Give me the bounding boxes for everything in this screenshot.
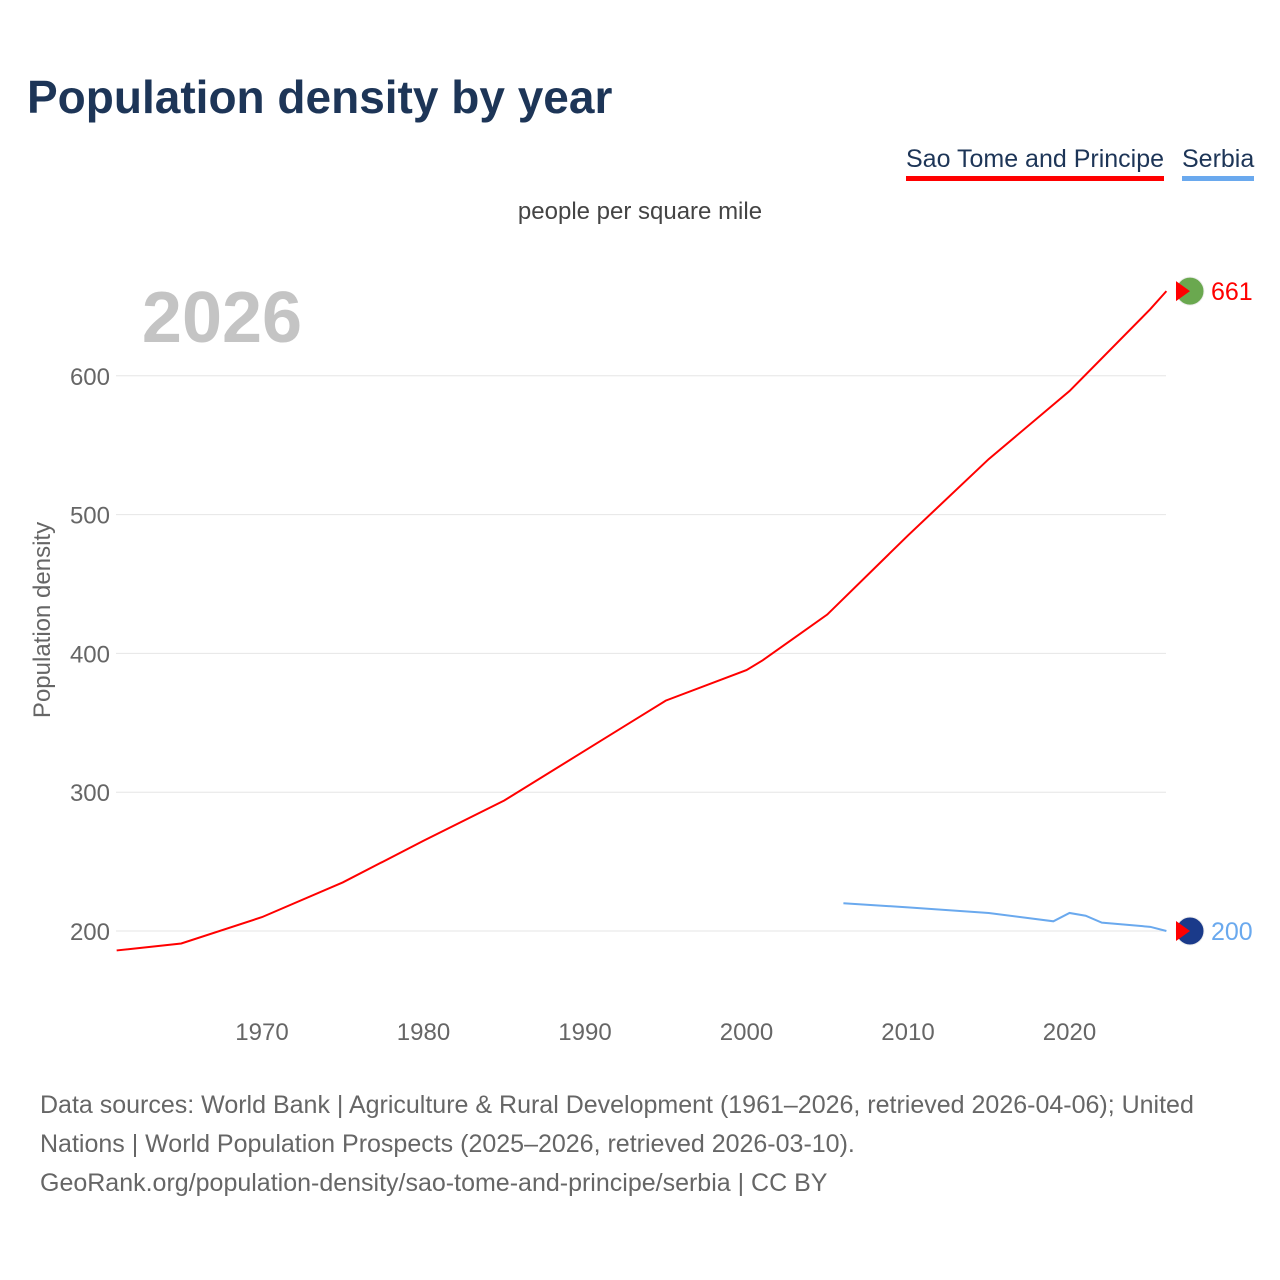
x-tick-label: 2000	[720, 1019, 773, 1046]
source-link[interactable]: GeoRank.org/population-density/sao-tome-…	[40, 1169, 828, 1197]
x-tick-label: 1980	[397, 1019, 450, 1046]
chart-title: Population density by year	[27, 71, 613, 123]
line-chart: 2026 Population density 200 300 400 500 600 1…	[29, 276, 1253, 1046]
y-tick-label: 500	[70, 503, 110, 530]
series-line-sao-tome	[116, 290, 1168, 952]
end-value-label: 661	[1211, 278, 1253, 306]
flag-detail-icon	[1176, 281, 1190, 302]
x-tick-label: 2020	[1043, 1019, 1096, 1046]
flag-detail-icon	[1176, 921, 1190, 941]
y-tick-label: 400	[70, 641, 110, 668]
y-axis-label: Population density	[29, 522, 56, 718]
sources-text: Data sources: World Bank | Agriculture &…	[40, 1091, 1194, 1158]
legend-item-serbia[interactable]: Serbia	[1182, 145, 1255, 181]
y-tick-label: 200	[70, 919, 110, 946]
sources-note: Data sources: World Bank | Agriculture &…	[40, 1086, 1260, 1203]
y-tick-label: 300	[70, 780, 110, 807]
series-line-serbia	[843, 902, 1167, 932]
end-value-label: 200	[1211, 918, 1253, 946]
x-tick-label: 2010	[881, 1019, 934, 1046]
y-tick-label: 600	[70, 364, 110, 391]
x-tick-label: 1970	[235, 1019, 288, 1046]
x-tick-label: 1990	[558, 1019, 611, 1046]
legend-item-sao-tome[interactable]: Sao Tome and Principe	[906, 145, 1165, 181]
unit-label: people per square mile	[517, 198, 763, 225]
year-watermark: 2026	[142, 278, 302, 358]
